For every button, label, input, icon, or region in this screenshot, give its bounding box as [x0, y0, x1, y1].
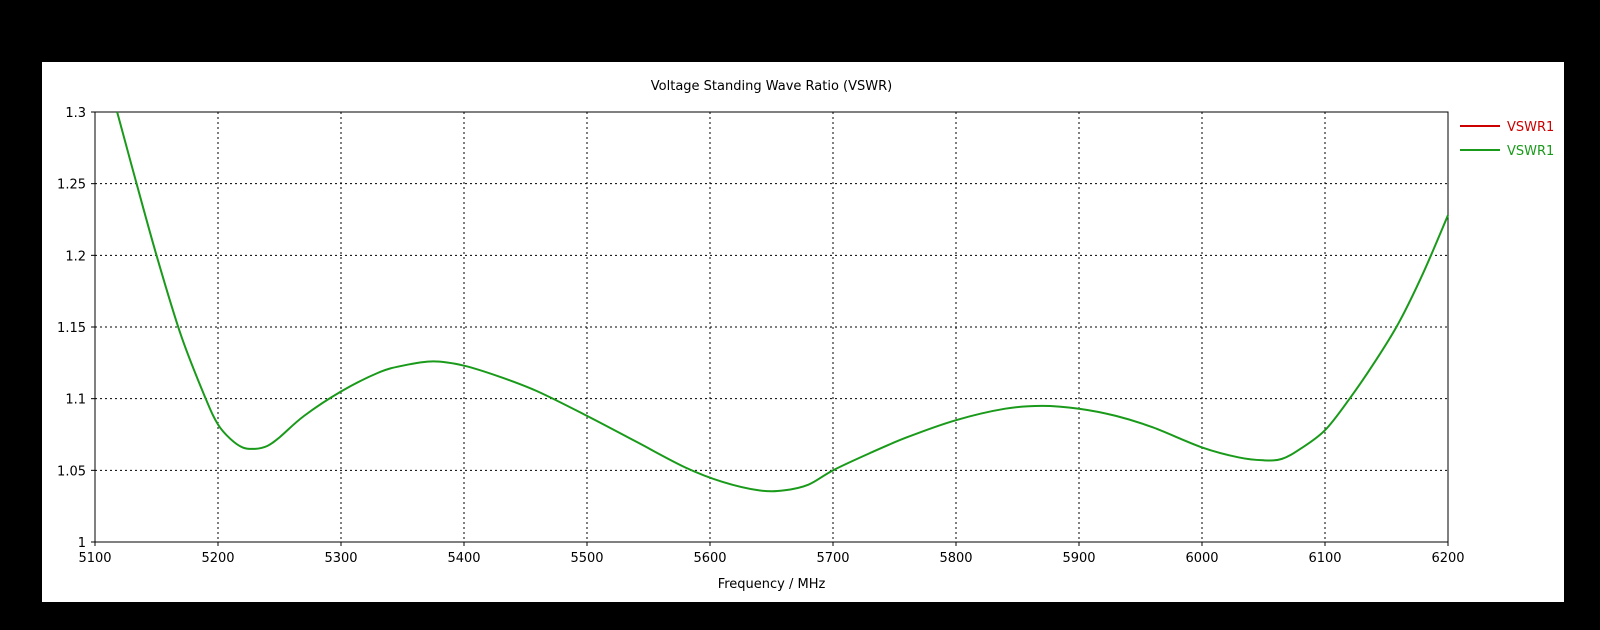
y-tick-label: 1.2: [65, 249, 86, 264]
legend-label: VSWR1: [1507, 144, 1554, 159]
x-tick-label: 6100: [1308, 551, 1341, 566]
legend: VSWR1 VSWR1: [1460, 120, 1554, 159]
y-tick-label: 1.15: [57, 321, 86, 336]
y-tick-label: 1.25: [57, 178, 86, 193]
x-tick-label: 5700: [816, 551, 849, 566]
x-tick-label: 5800: [939, 551, 972, 566]
y-tick-label: 1.3: [65, 106, 86, 121]
chart-title: Voltage Standing Wave Ratio (VSWR): [651, 79, 892, 94]
chart-panel: Voltage Standing Wave Ratio (VSWR) 5100 5…: [42, 62, 1564, 602]
y-tick-label: 1.1: [65, 393, 86, 408]
series-lines: [116, 111, 1449, 493]
legend-label: VSWR1: [1507, 120, 1554, 135]
x-axis-label: Frequency / MHz: [718, 577, 826, 592]
x-axis-ticks: 5100 5200 5300 5400 5500 5600 5700 5800 5900 6000…: [78, 542, 1465, 566]
x-tick-label: 5100: [78, 551, 111, 566]
x-tick-label: 6000: [1185, 551, 1218, 566]
vswr-chart: Voltage Standing Wave Ratio (VSWR) 5100 5…: [57, 79, 1554, 592]
y-tick-label: 1: [78, 536, 86, 551]
x-tick-label: 5500: [570, 551, 603, 566]
x-tick-label: 5200: [201, 551, 234, 566]
x-tick-label: 5600: [693, 551, 726, 566]
grid: [95, 112, 1448, 542]
series-line-1: [116, 111, 1449, 493]
y-axis-ticks: 1 1.05 1.1 1.15 1.2 1.25 1.3: [57, 106, 95, 551]
x-tick-label: 5900: [1062, 551, 1095, 566]
x-tick-label: 5300: [324, 551, 357, 566]
y-tick-label: 1.05: [57, 464, 86, 479]
x-tick-label: 5400: [447, 551, 480, 566]
x-tick-label: 6200: [1431, 551, 1464, 566]
